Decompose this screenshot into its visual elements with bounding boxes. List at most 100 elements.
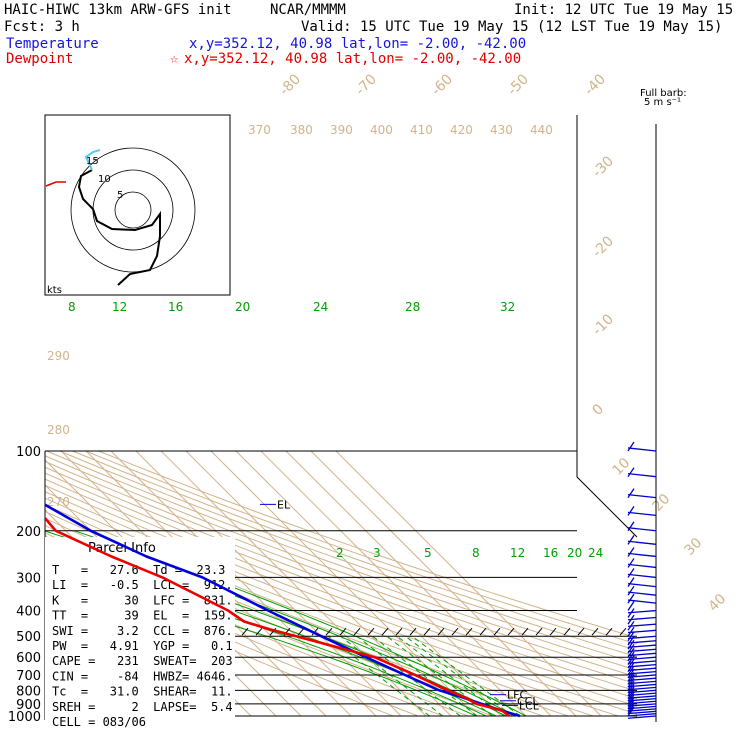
freezing-level-hatch [535,627,543,636]
theta-label: 430 [490,123,513,137]
barb-staff [627,511,657,517]
barb-flag [627,521,635,532]
barb-flag [627,441,635,452]
barb-flag [627,635,635,646]
dry-adiabat-line [46,450,637,717]
mixing-label: 8 [472,546,480,560]
barb-flag [627,585,635,596]
temperature-profile [45,503,521,718]
hodograph-ring-label: 5 [117,190,123,201]
isotherm-line [260,450,527,717]
freezing-level-hatch [465,627,473,636]
barb-flag [627,643,635,654]
barb-staff [627,582,657,588]
isotherm-labels: -80 -70 -60 -50 -40 -30 -20 -10 0 10 20 30 40 [277,71,730,614]
wind-barb [627,593,657,604]
temperature-location: x,y=352.12, 40.98 lat,lon= -2.00, -42.00 [189,36,526,52]
isotherm-label: -30 [590,153,617,180]
barb-staff [627,527,657,532]
wind-barb [627,699,657,712]
barb-flag [627,651,635,662]
barb-flag [627,647,635,658]
wind-barb [627,706,657,719]
barb-flag [627,683,635,694]
isotherm-line [235,450,502,717]
parcel-info-title: Parcel Info [88,541,156,556]
theta-label: 290 [47,349,70,363]
dry-adiabat-line [45,450,637,717]
right-border [576,115,638,538]
mixing-label: 32 [500,300,515,314]
barb-staff [627,713,657,717]
wind-barb [627,704,657,717]
barb-flag [627,534,635,545]
theta-label: 270 [47,495,70,509]
dry-adiabat-line [85,450,637,717]
barb-flag [627,601,635,611]
isotherm-label: -60 [429,71,456,98]
dewpoint-profile [45,516,511,718]
barb-staff [627,660,657,664]
dewpoint-location: x,y=352.12, 40.98 lat,lon= -2.00, -42.00 [184,51,521,67]
valid-time: Valid: 15 UTC Tue 19 May 15 (12 LST Tue … [301,19,722,35]
barb-flag [627,631,635,642]
freezing-level-hatch [507,627,515,636]
freezing-level-hatch [297,627,305,636]
theta-label: 390 [330,123,353,137]
init-time: Init: 12 UTC Tue 19 May 15 [514,2,733,18]
parcel-info-row: SREH = 2 LAPSE= 5.4 [52,700,233,714]
mixing-label: 12 [510,546,525,560]
barb-staff [627,710,657,715]
barb-flag [627,686,635,697]
theta-label: 370 [248,123,271,137]
barb-flag [627,699,635,710]
barb-staff [627,629,657,634]
org-label: NCAR/MMMM [270,2,346,18]
freezing-level-hatch [325,627,333,636]
pressure-label: 900 [16,698,41,713]
isotherm-label: 10 [610,455,634,479]
hodograph-ring-label: 10 [98,174,111,185]
hodograph-ring-label: 15 [86,156,99,167]
theta-labels: 370 380 390 400 410 420 430 440 290 280 270 [47,123,553,509]
mixing-label: 8 [68,300,76,314]
barb-flag [627,593,635,604]
dry-adiabat-line [98,450,637,717]
freezing-level-hatch [619,627,627,636]
barb-flag [627,655,635,665]
freezing-level-hatch [423,627,431,636]
model-title: HAIC-HIWC 13km ARW-GFS init [4,2,232,18]
wind-barb [627,467,657,478]
mixing-label: 3 [373,546,381,560]
freezing-level-hatch [311,627,319,636]
mixing-ratio-line [396,635,505,717]
wind-barb [627,521,657,532]
freezing-level-hatch [241,627,249,636]
barb-flag [627,701,635,712]
isotherm-label: 30 [682,535,706,559]
mixing-ratio-line [386,635,493,717]
barb-staff [627,609,657,614]
freezing-level-hatch [479,627,487,636]
mixing-ratio-line [356,635,461,717]
wind-barb [627,585,657,596]
freezing-level-hatch [493,627,501,636]
wind-barb [627,558,657,569]
barb-flag [627,665,635,676]
parcel-info-row: Tc = 31.0 SHEAR= 11. [52,685,233,699]
freezing-level-hatch [409,627,417,636]
isotherm-label: -80 [277,71,304,98]
hodograph-inset: 5 10 15 kts [44,114,231,296]
barb-flag [627,620,635,631]
hodograph-ring-15 [70,147,196,273]
barb-flag [627,614,635,625]
barb-staff [627,656,657,661]
barb-flag [627,706,635,717]
wind-barb [627,547,657,558]
freezing-level-hatch [549,627,557,636]
mixing-label: 24 [313,300,328,314]
isotherm-label: 0 [590,401,608,419]
freezing-level-hatch [521,627,529,636]
dry-adiabat-line [59,450,637,717]
barb-staff [627,472,657,478]
